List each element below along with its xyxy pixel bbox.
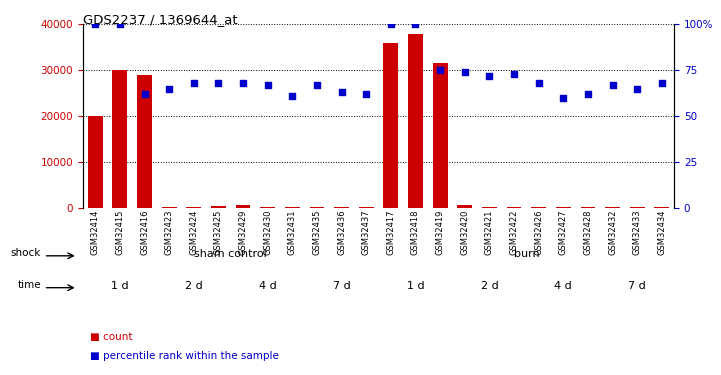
- Point: [237, 80, 249, 86]
- Text: ■ percentile rank within the sample: ■ percentile rank within the sample: [90, 351, 279, 361]
- Point: [89, 21, 101, 27]
- Bar: [630, 207, 645, 208]
- Point: [114, 21, 125, 27]
- Point: [582, 91, 593, 97]
- Bar: [457, 205, 472, 208]
- Bar: [236, 205, 250, 208]
- Bar: [334, 207, 349, 208]
- Text: 2 d: 2 d: [185, 281, 203, 291]
- Bar: [605, 207, 620, 208]
- Bar: [531, 207, 546, 208]
- Bar: [580, 207, 596, 208]
- Bar: [162, 207, 177, 208]
- Text: ■ count: ■ count: [90, 332, 133, 342]
- Bar: [309, 207, 324, 208]
- Point: [434, 68, 446, 74]
- Point: [533, 80, 544, 86]
- Text: 2 d: 2 d: [480, 281, 498, 291]
- Text: GDS2237 / 1369644_at: GDS2237 / 1369644_at: [83, 13, 237, 26]
- Bar: [186, 207, 201, 208]
- Text: 7 d: 7 d: [628, 281, 646, 291]
- Text: 4 d: 4 d: [259, 281, 277, 291]
- Bar: [384, 43, 398, 208]
- Point: [656, 80, 668, 86]
- Point: [164, 86, 175, 92]
- Point: [385, 21, 397, 27]
- Point: [311, 82, 323, 88]
- Bar: [655, 207, 669, 208]
- Point: [607, 82, 619, 88]
- Point: [286, 93, 298, 99]
- Point: [336, 89, 348, 95]
- Bar: [137, 75, 152, 208]
- Bar: [211, 206, 226, 208]
- Point: [262, 82, 273, 88]
- Point: [188, 80, 200, 86]
- Point: [508, 71, 520, 77]
- Bar: [556, 207, 571, 208]
- Bar: [285, 207, 300, 208]
- Text: burn: burn: [513, 249, 539, 259]
- Point: [360, 91, 372, 97]
- Bar: [408, 34, 423, 208]
- Text: shock: shock: [11, 248, 41, 258]
- Bar: [433, 63, 448, 208]
- Bar: [260, 207, 275, 208]
- Point: [410, 21, 421, 27]
- Text: sham control: sham control: [195, 249, 267, 259]
- Bar: [359, 207, 373, 208]
- Text: time: time: [17, 280, 41, 290]
- Bar: [507, 207, 521, 208]
- Text: 1 d: 1 d: [407, 281, 424, 291]
- Bar: [112, 70, 127, 208]
- Bar: [88, 116, 102, 208]
- Point: [138, 91, 150, 97]
- Text: 1 d: 1 d: [111, 281, 128, 291]
- Point: [557, 95, 569, 101]
- Text: 7 d: 7 d: [332, 281, 350, 291]
- Point: [632, 86, 643, 92]
- Bar: [482, 207, 497, 208]
- Point: [213, 80, 224, 86]
- Text: 4 d: 4 d: [554, 281, 572, 291]
- Point: [459, 69, 471, 75]
- Point: [484, 73, 495, 79]
